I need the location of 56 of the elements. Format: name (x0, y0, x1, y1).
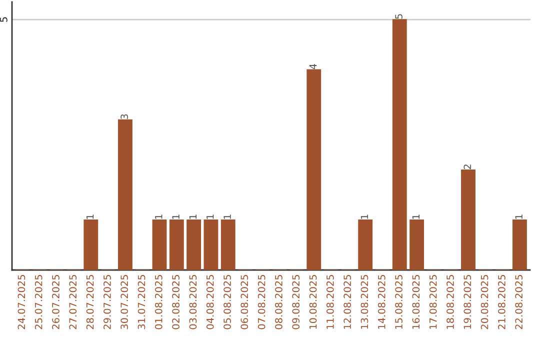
data-label: 1 (515, 214, 522, 219)
data-label: 1 (155, 214, 162, 219)
x-tick-label: 05.08.2025 (224, 275, 231, 330)
x-tick-label: 07.08.2025 (258, 275, 266, 330)
x-tick-label: 08.08.2025 (275, 275, 282, 330)
x-tick-label: 03.08.2025 (189, 275, 197, 330)
x-tick-label: 06.08.2025 (240, 275, 248, 330)
bar (306, 69, 322, 270)
x-tick-label: 16.08.2025 (412, 275, 420, 329)
x-tick-label: 27.07.2025 (69, 275, 77, 330)
x-tick-label: 24.07.2025 (18, 275, 26, 330)
x-tick-label: 15.08.2025 (395, 275, 402, 329)
data-label: 2 (464, 164, 471, 170)
bar (461, 169, 476, 270)
data-label: 1 (360, 214, 368, 219)
bar (410, 220, 424, 270)
bar (204, 220, 218, 270)
data-label: 1 (412, 214, 420, 219)
x-tick-label: 29.07.2025 (104, 275, 111, 330)
bar (152, 220, 167, 270)
x-tick-label: 13.08.2025 (360, 275, 368, 329)
data-label: 1 (189, 214, 196, 219)
x-tick-label: 04.08.2025 (206, 275, 214, 330)
x-tick-label: 18.08.2025 (446, 275, 454, 329)
bar (84, 220, 98, 270)
data-label: 1 (224, 214, 231, 219)
data-label: 5 (395, 14, 402, 19)
x-tick-label: 14.08.2025 (378, 275, 386, 329)
data-label: 4 (309, 64, 317, 70)
x-tick-label: 22.08.2025 (515, 275, 523, 330)
bar (358, 220, 373, 270)
x-tick-label: 12.08.2025 (344, 275, 352, 329)
x-tick-label: 09.08.2025 (292, 275, 300, 330)
x-tick-label: 28.07.2025 (86, 275, 94, 330)
bar (118, 119, 132, 270)
bar (392, 19, 407, 270)
x-tick-label: 30.07.2025 (120, 275, 128, 330)
x-tick-label: 19.08.2025 (464, 275, 472, 329)
x-tick-label: 20.08.2025 (480, 275, 488, 330)
x-tick-label: 26.07.2025 (52, 275, 60, 330)
data-label: 1 (206, 214, 214, 219)
data-label: 3 (120, 114, 128, 119)
x-tick-label: 11.08.2025 (326, 275, 334, 329)
bar (220, 220, 236, 270)
x-tick-label: 01.08.2025 (154, 275, 162, 330)
x-tick-label: 21.08.2025 (498, 275, 506, 330)
x-tick-label: 17.08.2025 (429, 275, 437, 329)
x-tick-label: 10.08.2025 (309, 275, 317, 329)
x-tick-label: 31.07.2025 (138, 275, 146, 330)
x-tick-label: 25.07.2025 (34, 275, 42, 330)
data-label: 1 (172, 214, 180, 219)
bar (169, 220, 184, 270)
bar (512, 220, 527, 270)
data-label: 1 (86, 214, 94, 219)
bar (186, 220, 202, 270)
x-tick-label: 02.08.2025 (172, 275, 180, 330)
